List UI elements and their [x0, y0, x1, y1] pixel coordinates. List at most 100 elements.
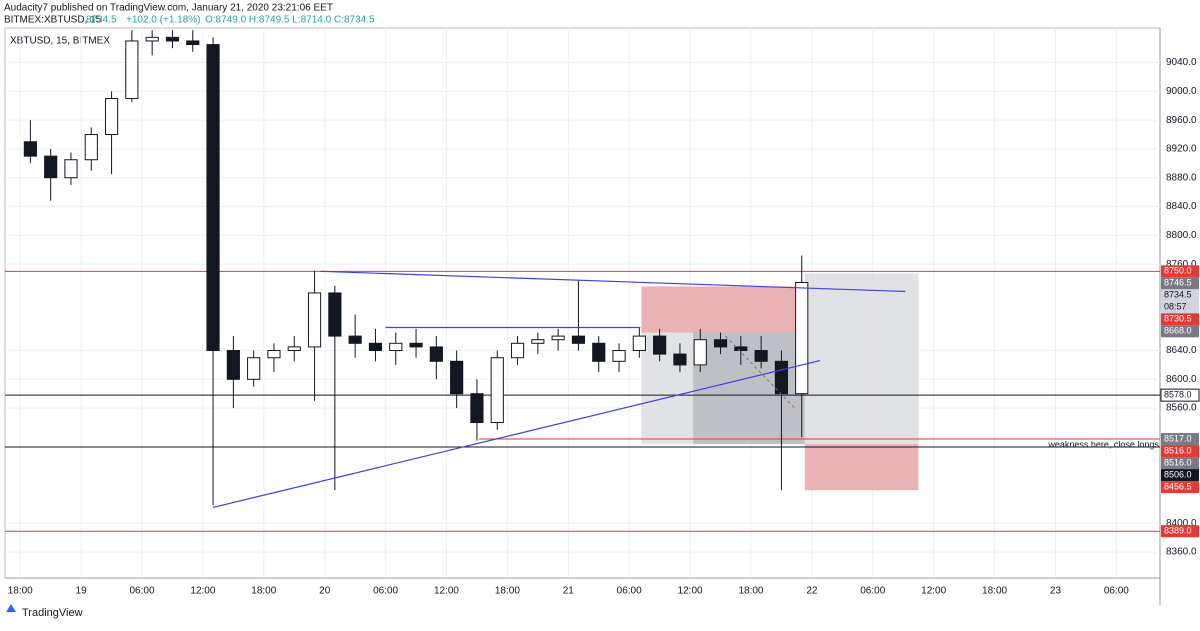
- candle-body: [348, 335, 362, 344]
- candle-body: [247, 357, 261, 380]
- candle-body: [429, 346, 443, 362]
- y-tick-label: 8960.0: [1166, 115, 1197, 126]
- price-badge-label: 8516.0: [1164, 445, 1192, 455]
- price-badge-label: 8750.0: [1164, 266, 1192, 276]
- logo: [6, 604, 16, 612]
- y-tick-label: 8560.0: [1166, 403, 1197, 414]
- candle-body: [287, 346, 301, 352]
- position-zone: [804, 444, 919, 491]
- brand: TradingView: [22, 607, 83, 619]
- candle-body: [125, 40, 139, 100]
- x-tick-label: 06:00: [1104, 586, 1129, 597]
- price-badge-label: 08:57: [1164, 302, 1187, 312]
- candle-body: [328, 292, 342, 337]
- candle-body: [307, 292, 322, 348]
- price-badge: [1161, 289, 1199, 302]
- candle-body: [510, 342, 525, 359]
- price-badge: [1161, 457, 1199, 470]
- x-tick-label: 12:00: [921, 586, 946, 597]
- candle-body: [673, 353, 687, 366]
- position-zone: [693, 332, 805, 445]
- price-badge: [1161, 469, 1199, 482]
- x-tick-label: 06:00: [130, 586, 155, 597]
- price-badge: [1161, 481, 1199, 494]
- y-tick-label: 8400.0: [1166, 518, 1197, 529]
- candle-body: [104, 98, 119, 136]
- x-tick-label: 21: [563, 586, 575, 597]
- candle-body: [632, 335, 646, 352]
- plot-frame: [4, 27, 1161, 579]
- price-badge-label: 8734.5: [1164, 290, 1192, 300]
- x-tick-label: 18:00: [495, 586, 520, 597]
- publisher: Audacity7 published on TradingView.com, …: [4, 3, 333, 14]
- candle-body: [64, 159, 78, 179]
- candle-body: [23, 141, 37, 157]
- candle-body: [206, 44, 220, 352]
- candle-body: [795, 281, 809, 395]
- x-tick-label: 18:00: [982, 586, 1007, 597]
- x-tick-label: 06:00: [373, 586, 398, 597]
- candle-body: [186, 40, 200, 46]
- candle-body: [409, 342, 423, 348]
- last-price: 8734.5: [86, 15, 117, 26]
- candle-body: [84, 134, 98, 161]
- candle-body: [165, 36, 180, 42]
- price-badge-label: 8730.5: [1164, 314, 1192, 324]
- symbol: BITMEX:XBTUSD, 15: [4, 15, 102, 26]
- candle-body: [653, 335, 667, 355]
- price-badge: [1161, 445, 1199, 458]
- candle-body: [531, 339, 545, 344]
- candle-body: [734, 346, 748, 352]
- candle-body: [368, 342, 383, 352]
- price-badge-label: 8668.0: [1164, 326, 1192, 336]
- candle-body: [693, 339, 707, 366]
- price-badge: [1161, 325, 1199, 338]
- x-tick-label: 12:00: [190, 586, 215, 597]
- dashed-line: [725, 335, 795, 409]
- price-badge-label: 8517.0: [1164, 433, 1192, 443]
- price-badge-label: 8456.5: [1164, 481, 1192, 491]
- price-badge: [1160, 388, 1200, 402]
- candle-body: [389, 342, 403, 352]
- candle-body: [267, 350, 281, 359]
- x-tick-label: 20: [319, 586, 331, 597]
- position-zone: [641, 286, 805, 333]
- x-tick-label: 18:00: [251, 586, 276, 597]
- price-badge: [1161, 313, 1199, 326]
- trend-line: [320, 270, 906, 293]
- y-tick-label: 8840.0: [1166, 201, 1197, 212]
- y-tick-label: 8800.0: [1166, 230, 1197, 241]
- candle-body: [774, 360, 789, 395]
- x-tick-label: 19: [76, 586, 88, 597]
- y-tick-label: 9040.0: [1166, 57, 1197, 68]
- candle-body: [612, 350, 626, 362]
- candle-body: [551, 335, 565, 341]
- candle-body: [226, 350, 240, 380]
- price-badge-label: 8389.0: [1164, 526, 1192, 536]
- x-tick-label: 06:00: [860, 586, 885, 597]
- chart-legend: XBTUSD, 15, BITMEX: [10, 36, 110, 47]
- candle-body: [713, 339, 728, 348]
- x-tick-label: 18:00: [8, 586, 33, 597]
- x-tick-label: 18:00: [738, 586, 763, 597]
- ohlc: O:8749.0 H:8749.5 L:8714.0 C:8734.5: [205, 15, 375, 26]
- price-badge-label: 8578.0: [1164, 390, 1192, 400]
- trend-line: [212, 360, 821, 509]
- candle-body: [145, 36, 159, 42]
- y-tick-label: 8880.0: [1166, 172, 1197, 183]
- candle-body: [490, 357, 504, 424]
- price-badge-label: 8506.0: [1164, 469, 1192, 479]
- price-badge: [1161, 301, 1199, 314]
- change: +102.0 (+1.18%): [126, 15, 201, 26]
- plot: [5, 28, 1160, 578]
- x-tick-label: 12:00: [434, 586, 459, 597]
- annotation: weakness here, close longs: [1047, 439, 1159, 449]
- y-tick-label: 8360.0: [1166, 547, 1197, 558]
- position-zone: [804, 273, 919, 445]
- y-tick-label: 8600.0: [1166, 374, 1197, 385]
- y-tick-label: 8760.0: [1166, 259, 1197, 270]
- x-tick-label: 06:00: [617, 586, 642, 597]
- candle-body: [450, 360, 464, 395]
- candle-body: [571, 335, 586, 344]
